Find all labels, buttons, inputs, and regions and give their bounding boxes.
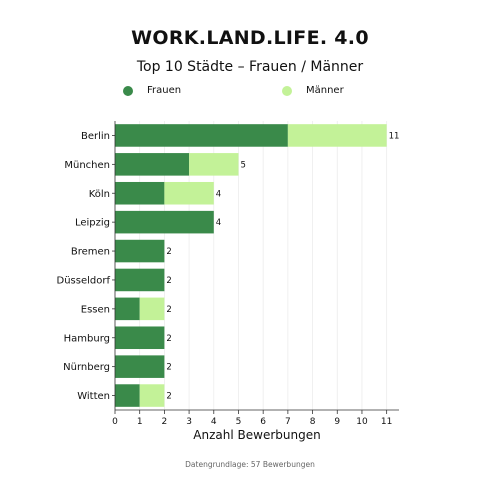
- category-label-9: Witten: [77, 391, 110, 402]
- category-label-3: Leipzig: [75, 218, 110, 229]
- total-label-7: 2: [166, 334, 171, 344]
- bar-frauen-9: [115, 384, 140, 407]
- bar-maenner-0: [287, 124, 387, 147]
- x-tick-label-10: 10: [356, 417, 368, 427]
- x-tick-label-3: 3: [186, 417, 192, 427]
- bar-frauen-6: [115, 297, 140, 321]
- category-label-5: Düsseldorf: [57, 275, 111, 286]
- legend-label-frauen: Frauen: [147, 85, 182, 96]
- category-label-0: Berlin: [81, 131, 110, 142]
- legend-marker-frauen: [123, 85, 133, 96]
- bar-frauen-3: [115, 210, 214, 234]
- x-tick-label-5: 5: [236, 417, 242, 427]
- total-label-0: 11: [389, 131, 400, 141]
- bar-maenner-9: [139, 384, 165, 407]
- x-tick-label-6: 6: [260, 417, 266, 427]
- total-label-4: 2: [166, 247, 171, 257]
- x-tick-label-8: 8: [310, 417, 316, 427]
- x-tick-label-1: 1: [137, 417, 143, 427]
- category-label-4: Bremen: [71, 247, 110, 258]
- category-label-7: Hamburg: [64, 333, 110, 344]
- x-tick-label-4: 4: [211, 417, 217, 427]
- total-label-6: 2: [166, 305, 171, 315]
- total-label-9: 2: [166, 392, 171, 402]
- category-label-1: München: [64, 160, 110, 171]
- bar-frauen-7: [115, 326, 165, 350]
- x-tick-label-9: 9: [334, 417, 340, 427]
- x-axis-label: Anzahl Bewerbungen: [193, 428, 320, 442]
- total-label-3: 4: [216, 218, 221, 228]
- legend-item-maenner: Männer: [282, 85, 344, 96]
- category-label-2: Köln: [89, 189, 110, 200]
- category-label-6: Essen: [81, 304, 110, 315]
- bar-frauen-2: [115, 181, 165, 205]
- chart-subtitle: Top 10 Städte – Frauen / Männer: [136, 59, 364, 75]
- total-label-2: 4: [216, 189, 221, 199]
- category-label-8: Nürnberg: [63, 362, 110, 373]
- data-source-note: Datengrundlage: 57 Bewerbungen: [185, 460, 315, 469]
- legend-item-frauen: Frauen: [123, 85, 181, 96]
- bar-maenner-6: [139, 297, 165, 321]
- bar-maenner-1: [189, 153, 239, 176]
- bar-maenner-2: [164, 181, 214, 205]
- bar-frauen-1: [115, 153, 190, 176]
- x-tick-label-0: 0: [112, 417, 118, 427]
- total-label-5: 2: [166, 276, 171, 286]
- bar-frauen-8: [115, 355, 165, 378]
- x-tick-label-2: 2: [162, 417, 168, 427]
- legend-marker-maenner: [282, 85, 292, 96]
- bar-frauen-4: [115, 239, 165, 263]
- legend-label-maenner: Männer: [306, 85, 344, 96]
- chart-title: WORK.LAND.LIFE. 4.0: [131, 27, 369, 49]
- x-tick-label-11: 11: [381, 417, 392, 427]
- x-tick-label-7: 7: [285, 417, 291, 427]
- bar-frauen-5: [115, 268, 165, 292]
- total-label-8: 2: [166, 363, 171, 373]
- total-label-1: 5: [240, 160, 245, 170]
- bar-frauen-0: [115, 124, 288, 147]
